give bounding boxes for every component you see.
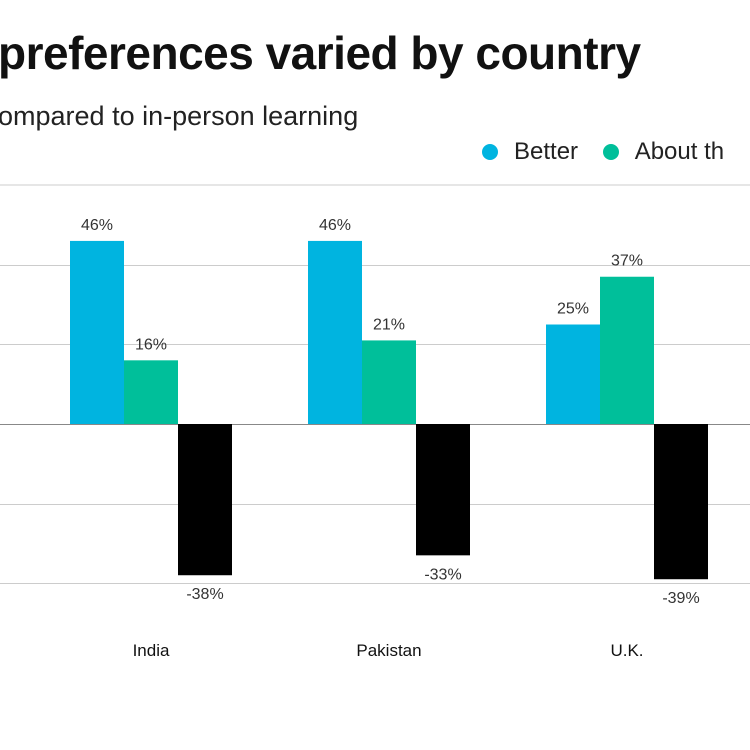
bar-pakistan-better [308, 240, 362, 424]
legend: Better About th [482, 138, 742, 167]
category-label-uk: U.K. [610, 641, 643, 660]
bars: 46% 16% -38% 46% 21% -33% 25% 37% -39% [70, 217, 708, 607]
bar-india-worse [178, 424, 232, 576]
bar-uk-better [546, 324, 600, 424]
bar-india-better [70, 240, 124, 424]
legend-label-better: Better [514, 138, 579, 165]
data-label-pakistan-better: 46% [319, 217, 351, 234]
data-label-uk-about-the-same: 37% [611, 253, 643, 270]
chart-title: preferences varied by country [0, 27, 641, 79]
data-label-pakistan-worse: -33% [424, 566, 461, 583]
category-label-pakistan: Pakistan [356, 641, 421, 660]
category-label-india: India [133, 641, 170, 660]
bar-uk-about-the-same [600, 276, 654, 424]
data-label-india-better: 46% [81, 217, 113, 234]
data-label-india-about-the-same: 16% [135, 336, 167, 353]
bar-pakistan-about-the-same [362, 340, 416, 424]
bar-uk-worse [654, 424, 708, 580]
data-label-uk-worse: -39% [662, 590, 699, 607]
legend-swatch-better [482, 144, 498, 160]
data-label-india-worse: -38% [186, 586, 223, 603]
legend-item-about-the-same: About th [602, 138, 725, 166]
legend-label-about-the-same: About th [634, 138, 725, 165]
data-label-uk-better: 25% [557, 301, 589, 318]
legend-item-better: Better [482, 138, 578, 166]
bar-india-about-the-same [124, 360, 178, 424]
bar-pakistan-worse [416, 424, 470, 556]
legend-swatch-about-the-same [602, 144, 619, 160]
chart-subtitle: ompared to in-person learning [0, 101, 359, 131]
data-label-pakistan-about-the-same: 21% [373, 316, 405, 333]
